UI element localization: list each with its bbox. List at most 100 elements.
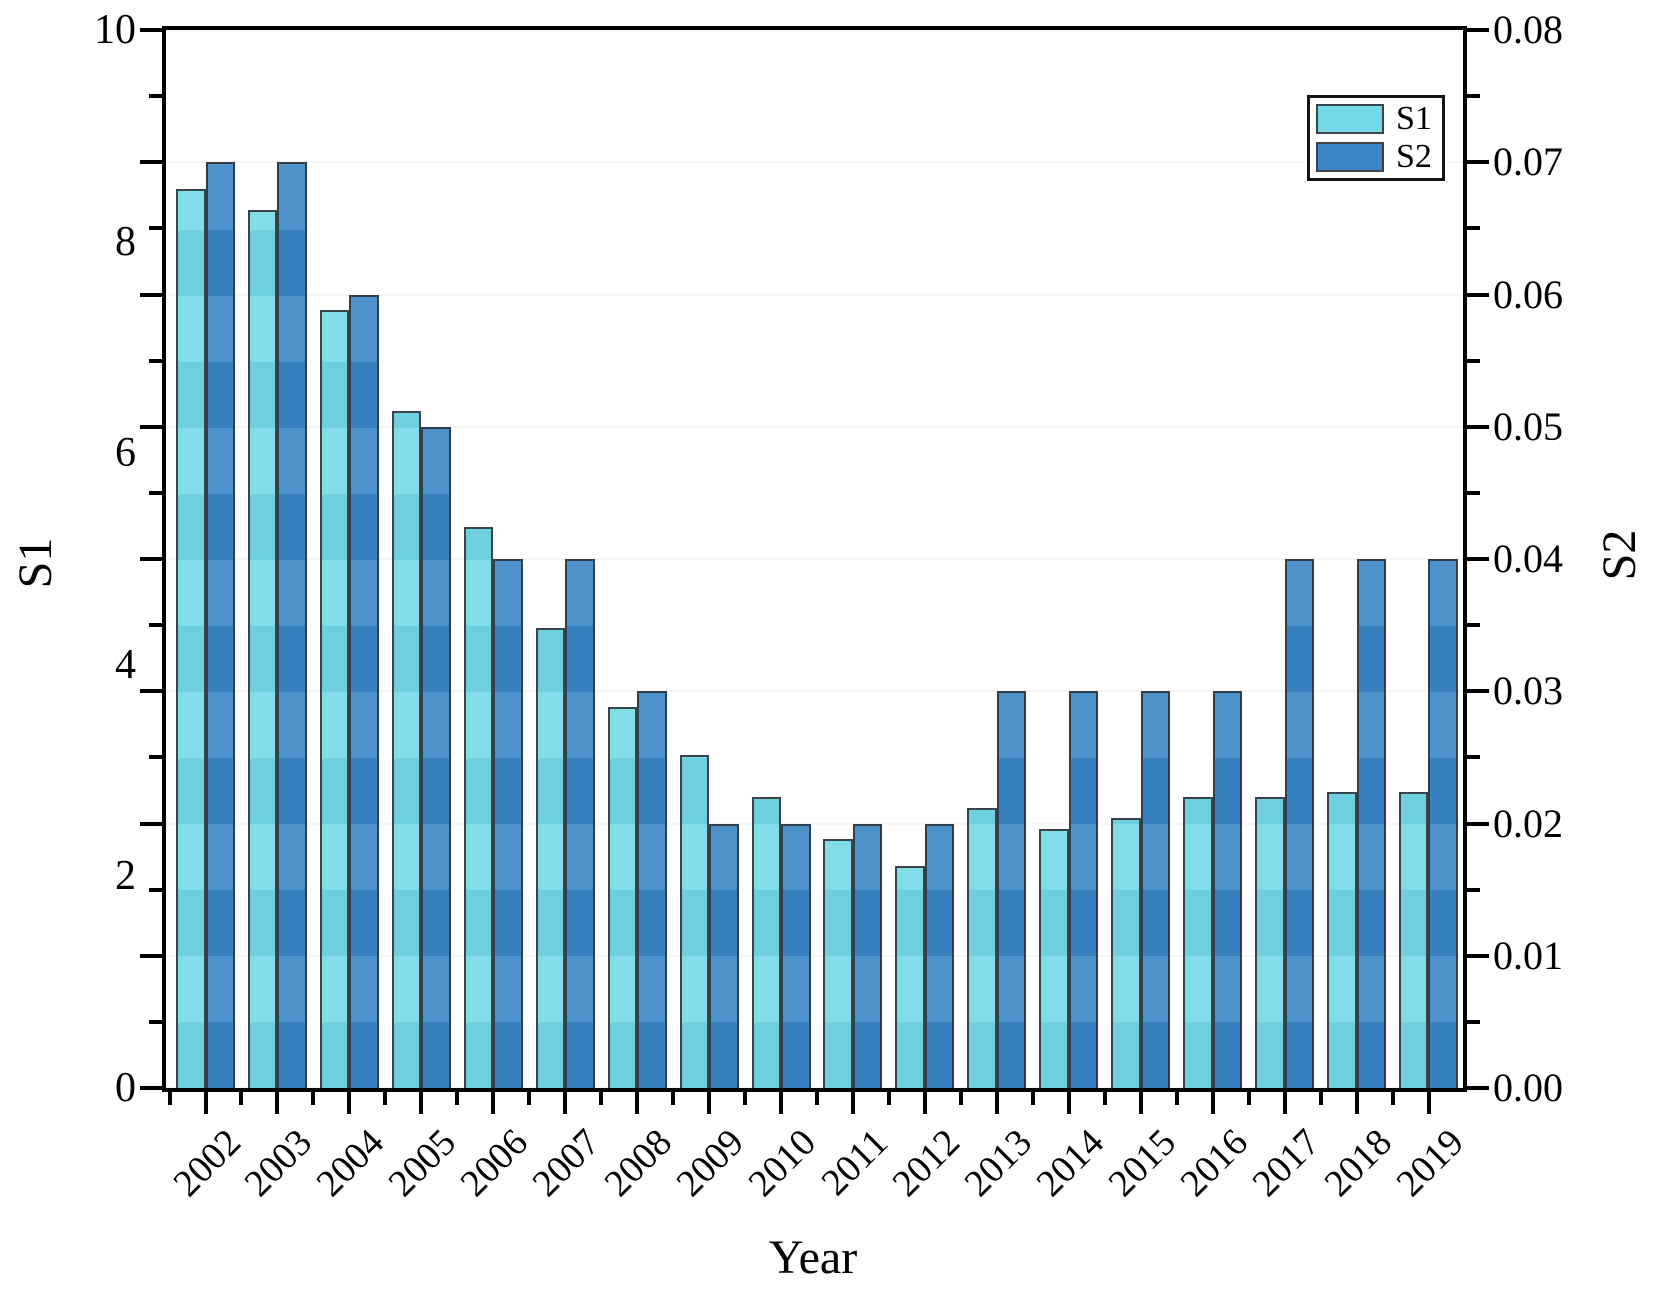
s1-bar-2015 [1111, 818, 1141, 1088]
right-axis-tick-label: 0.08 [1493, 7, 1563, 52]
tick-mark [149, 1019, 162, 1024]
tick-mark [140, 821, 162, 826]
s2-bar-2013 [996, 691, 1027, 1088]
right-axis-tick-label: 0.00 [1493, 1065, 1563, 1110]
tick-mark [149, 490, 162, 495]
s1-bar-2019 [1398, 791, 1429, 1089]
bar-group-2009 [679, 30, 739, 1089]
tick-mark [1467, 953, 1489, 958]
gridline [166, 293, 1463, 296]
s1-bar-2006 [463, 527, 494, 1088]
s2-bar-2009 [709, 823, 739, 1088]
s2-bar-2011 [852, 823, 883, 1088]
s1-bar-2008 [607, 707, 638, 1088]
s1-bar-2017 [1255, 797, 1285, 1088]
tick-mark [994, 1092, 999, 1114]
tick-mark [1467, 490, 1480, 495]
tick-mark [1467, 28, 1489, 32]
bar-group-2011 [823, 30, 883, 1088]
tick-mark [140, 953, 162, 958]
tick-mark [149, 623, 162, 628]
s2-bar-2018 [1356, 559, 1386, 1088]
tick-mark [707, 1092, 712, 1114]
tick-mark [1467, 226, 1480, 231]
s2-bar-2006 [493, 559, 523, 1088]
tick-mark [140, 160, 162, 165]
x-tick-label-2003: 2003 [236, 1121, 321, 1205]
gridline [166, 1087, 1463, 1089]
tick-mark [1467, 623, 1480, 628]
left-axis-tick-label: 6 [115, 430, 136, 477]
tick-mark [1467, 160, 1489, 165]
x-tick-label-2012: 2012 [884, 1121, 968, 1205]
gridline [166, 29, 1463, 31]
tick-mark [527, 1092, 532, 1105]
tick-mark [1318, 1092, 1323, 1105]
tick-mark [1467, 1019, 1480, 1024]
bar-group-2016 [1183, 30, 1243, 1088]
tick-mark [1030, 1092, 1035, 1105]
tick-mark [1246, 1092, 1251, 1105]
left-axis-tick-label: 8 [115, 218, 136, 265]
gridline [166, 558, 1463, 560]
legend-row-s2: S2 [1316, 139, 1436, 175]
tick-mark [1467, 358, 1480, 363]
s1-bar-2014 [1039, 828, 1069, 1089]
s1-bar-2003 [247, 209, 278, 1089]
tick-mark [455, 1092, 460, 1105]
right-axis-tick-label: 0.06 [1493, 271, 1563, 317]
tick-mark [1467, 557, 1489, 561]
x-tick-label-2010: 2010 [740, 1121, 825, 1205]
legend-row-s1: S1 [1316, 101, 1436, 137]
tick-mark [1467, 689, 1489, 694]
x-tick-label-2009: 2009 [668, 1121, 753, 1205]
tick-mark [491, 1092, 496, 1114]
right-axis-tick-label: 0.04 [1493, 536, 1563, 581]
x-tick-label-2007: 2007 [524, 1121, 609, 1205]
tick-mark [167, 1092, 172, 1105]
legend-swatch-s1 [1316, 104, 1384, 135]
tick-mark [1467, 1086, 1489, 1090]
bar-group-2010 [751, 30, 811, 1088]
tick-mark [1467, 424, 1489, 429]
tick-mark [599, 1092, 604, 1105]
x-axis-title: Year [768, 1231, 858, 1284]
tick-mark [922, 1092, 927, 1114]
legend-swatch-s2 [1316, 141, 1384, 172]
s2-bar-2014 [1068, 691, 1099, 1088]
tick-mark [419, 1092, 424, 1114]
right-axis-tick-label: 0.03 [1493, 668, 1563, 714]
legend-label-s2: S2 [1396, 137, 1432, 175]
s1-bar-2016 [1183, 797, 1213, 1088]
x-tick-label-2005: 2005 [380, 1121, 465, 1205]
gridline [166, 954, 1463, 957]
x-tick-label-2002: 2002 [165, 1121, 249, 1205]
tick-mark [203, 1092, 208, 1114]
s2-bar-2007 [565, 559, 595, 1088]
bars-layer [166, 30, 1463, 1089]
tick-mark [1467, 821, 1489, 826]
s2-bar-2003 [277, 162, 307, 1088]
tick-mark [1467, 292, 1489, 297]
s1-bar-2010 [751, 797, 781, 1088]
s1-bar-2009 [679, 754, 710, 1089]
tick-mark [1467, 887, 1480, 892]
s1-bar-2013 [967, 807, 997, 1089]
tick-mark [563, 1092, 568, 1114]
tick-mark [149, 358, 162, 363]
right-axis-tick-label: 0.05 [1493, 403, 1563, 449]
tick-mark [779, 1092, 784, 1114]
bar-group-2015 [1111, 30, 1171, 1088]
left-axis-tick-label: 10 [94, 7, 136, 53]
s2-bar-2015 [1140, 691, 1171, 1088]
tick-mark [1138, 1092, 1143, 1114]
x-tick-label-2013: 2013 [956, 1121, 1040, 1205]
gridline [166, 822, 1463, 825]
bar-group-2019 [1398, 30, 1458, 1089]
s1-bar-2005 [391, 410, 422, 1089]
tick-mark [275, 1092, 280, 1114]
tick-mark [140, 557, 162, 561]
s2-bar-2010 [781, 823, 811, 1088]
tick-mark [671, 1092, 676, 1105]
x-tick-label-2008: 2008 [596, 1121, 681, 1205]
